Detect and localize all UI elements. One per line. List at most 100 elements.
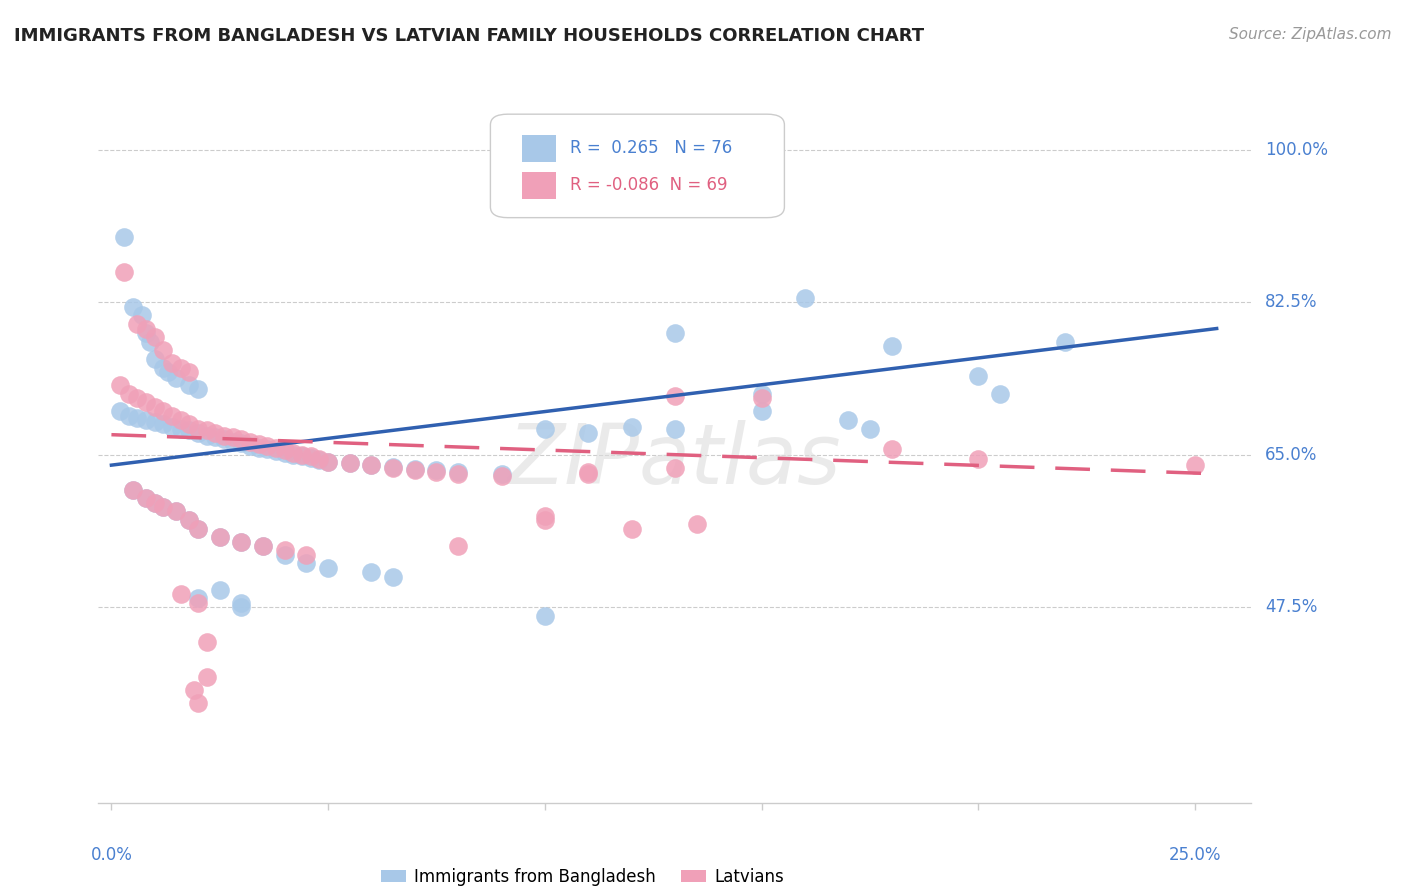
Immigrants from Bangladesh [195,428,218,442]
Latvians [283,446,305,460]
Immigrants from Bangladesh [988,386,1011,401]
Latvians [127,391,149,405]
Immigrants from Bangladesh [1053,334,1076,349]
Latvians [108,378,131,392]
Latvians [118,386,141,401]
Latvians [299,450,322,464]
Latvians [664,388,686,402]
Immigrants from Bangladesh [165,371,187,385]
Latvians [222,430,245,444]
Text: ZIPatlas: ZIPatlas [508,420,842,500]
Immigrants from Bangladesh [534,421,557,435]
Latvians [195,635,218,649]
Latvians [291,448,314,462]
Immigrants from Bangladesh [239,439,262,453]
Latvians [179,365,201,379]
Immigrants from Bangladesh [231,599,253,614]
Latvians [664,460,686,475]
Immigrants from Bangladesh [143,415,166,429]
Latvians [576,465,599,479]
Latvians [534,513,557,527]
Latvians [264,441,287,455]
Latvians [170,413,193,427]
Text: 65.0%: 65.0% [1265,446,1317,464]
Immigrants from Bangladesh [165,504,187,518]
Immigrants from Bangladesh [187,425,209,440]
Immigrants from Bangladesh [135,326,157,340]
Immigrants from Bangladesh [208,582,231,597]
Immigrants from Bangladesh [382,569,405,583]
Latvians [425,465,447,479]
Immigrants from Bangladesh [231,436,253,450]
Immigrants from Bangladesh [837,413,859,427]
Immigrants from Bangladesh [793,291,815,305]
Latvians [143,495,166,509]
Latvians [360,458,382,472]
Immigrants from Bangladesh [139,334,162,349]
Text: 47.5%: 47.5% [1265,598,1317,616]
Immigrants from Bangladesh [152,417,174,432]
Immigrants from Bangladesh [447,465,470,479]
Immigrants from Bangladesh [152,500,174,514]
Immigrants from Bangladesh [664,326,686,340]
Immigrants from Bangladesh [170,421,193,435]
Latvians [187,522,209,536]
Immigrants from Bangladesh [122,483,145,497]
Immigrants from Bangladesh [212,432,235,446]
FancyBboxPatch shape [522,171,557,199]
Immigrants from Bangladesh [222,434,245,449]
Latvians [152,500,174,514]
Immigrants from Bangladesh [360,565,382,579]
Latvians [165,504,187,518]
Latvians [620,522,643,536]
Latvians [447,539,470,553]
Immigrants from Bangladesh [316,561,339,575]
Latvians [274,443,297,458]
Latvians [491,469,513,483]
Latvians [160,409,183,423]
Latvians [160,356,183,370]
Immigrants from Bangladesh [108,404,131,418]
Latvians [135,395,157,409]
Immigrants from Bangladesh [664,421,686,435]
Immigrants from Bangladesh [880,339,903,353]
Text: IMMIGRANTS FROM BANGLADESH VS LATVIAN FAMILY HOUSEHOLDS CORRELATION CHART: IMMIGRANTS FROM BANGLADESH VS LATVIAN FA… [14,27,924,45]
Immigrants from Bangladesh [122,300,145,314]
Latvians [685,517,707,532]
Immigrants from Bangladesh [751,386,773,401]
Latvians [1184,458,1206,472]
Immigrants from Bangladesh [967,369,990,384]
Latvians [256,439,278,453]
Latvians [170,360,193,375]
Immigrants from Bangladesh [187,522,209,536]
Immigrants from Bangladesh [127,411,149,425]
Latvians [187,421,209,435]
Latvians [204,425,226,440]
Immigrants from Bangladesh [143,351,166,366]
Latvians [382,460,405,475]
Latvians [751,391,773,405]
Immigrants from Bangladesh [160,420,183,434]
Immigrants from Bangladesh [620,420,643,434]
Immigrants from Bangladesh [291,450,314,464]
Text: 25.0%: 25.0% [1168,846,1222,863]
Immigrants from Bangladesh [179,378,201,392]
Immigrants from Bangladesh [152,360,174,375]
Immigrants from Bangladesh [179,423,201,437]
Latvians [179,513,201,527]
Immigrants from Bangladesh [534,608,557,623]
Text: R =  0.265   N = 76: R = 0.265 N = 76 [569,139,733,157]
Immigrants from Bangladesh [135,491,157,506]
Immigrants from Bangladesh [156,365,179,379]
Immigrants from Bangladesh [143,495,166,509]
Immigrants from Bangladesh [425,463,447,477]
Immigrants from Bangladesh [859,421,882,435]
Latvians [274,543,297,558]
Latvians [316,455,339,469]
Latvians [239,434,262,449]
Immigrants from Bangladesh [231,534,253,549]
Immigrants from Bangladesh [264,444,287,458]
Immigrants from Bangladesh [316,455,339,469]
Latvians [212,428,235,442]
Immigrants from Bangladesh [247,441,270,455]
